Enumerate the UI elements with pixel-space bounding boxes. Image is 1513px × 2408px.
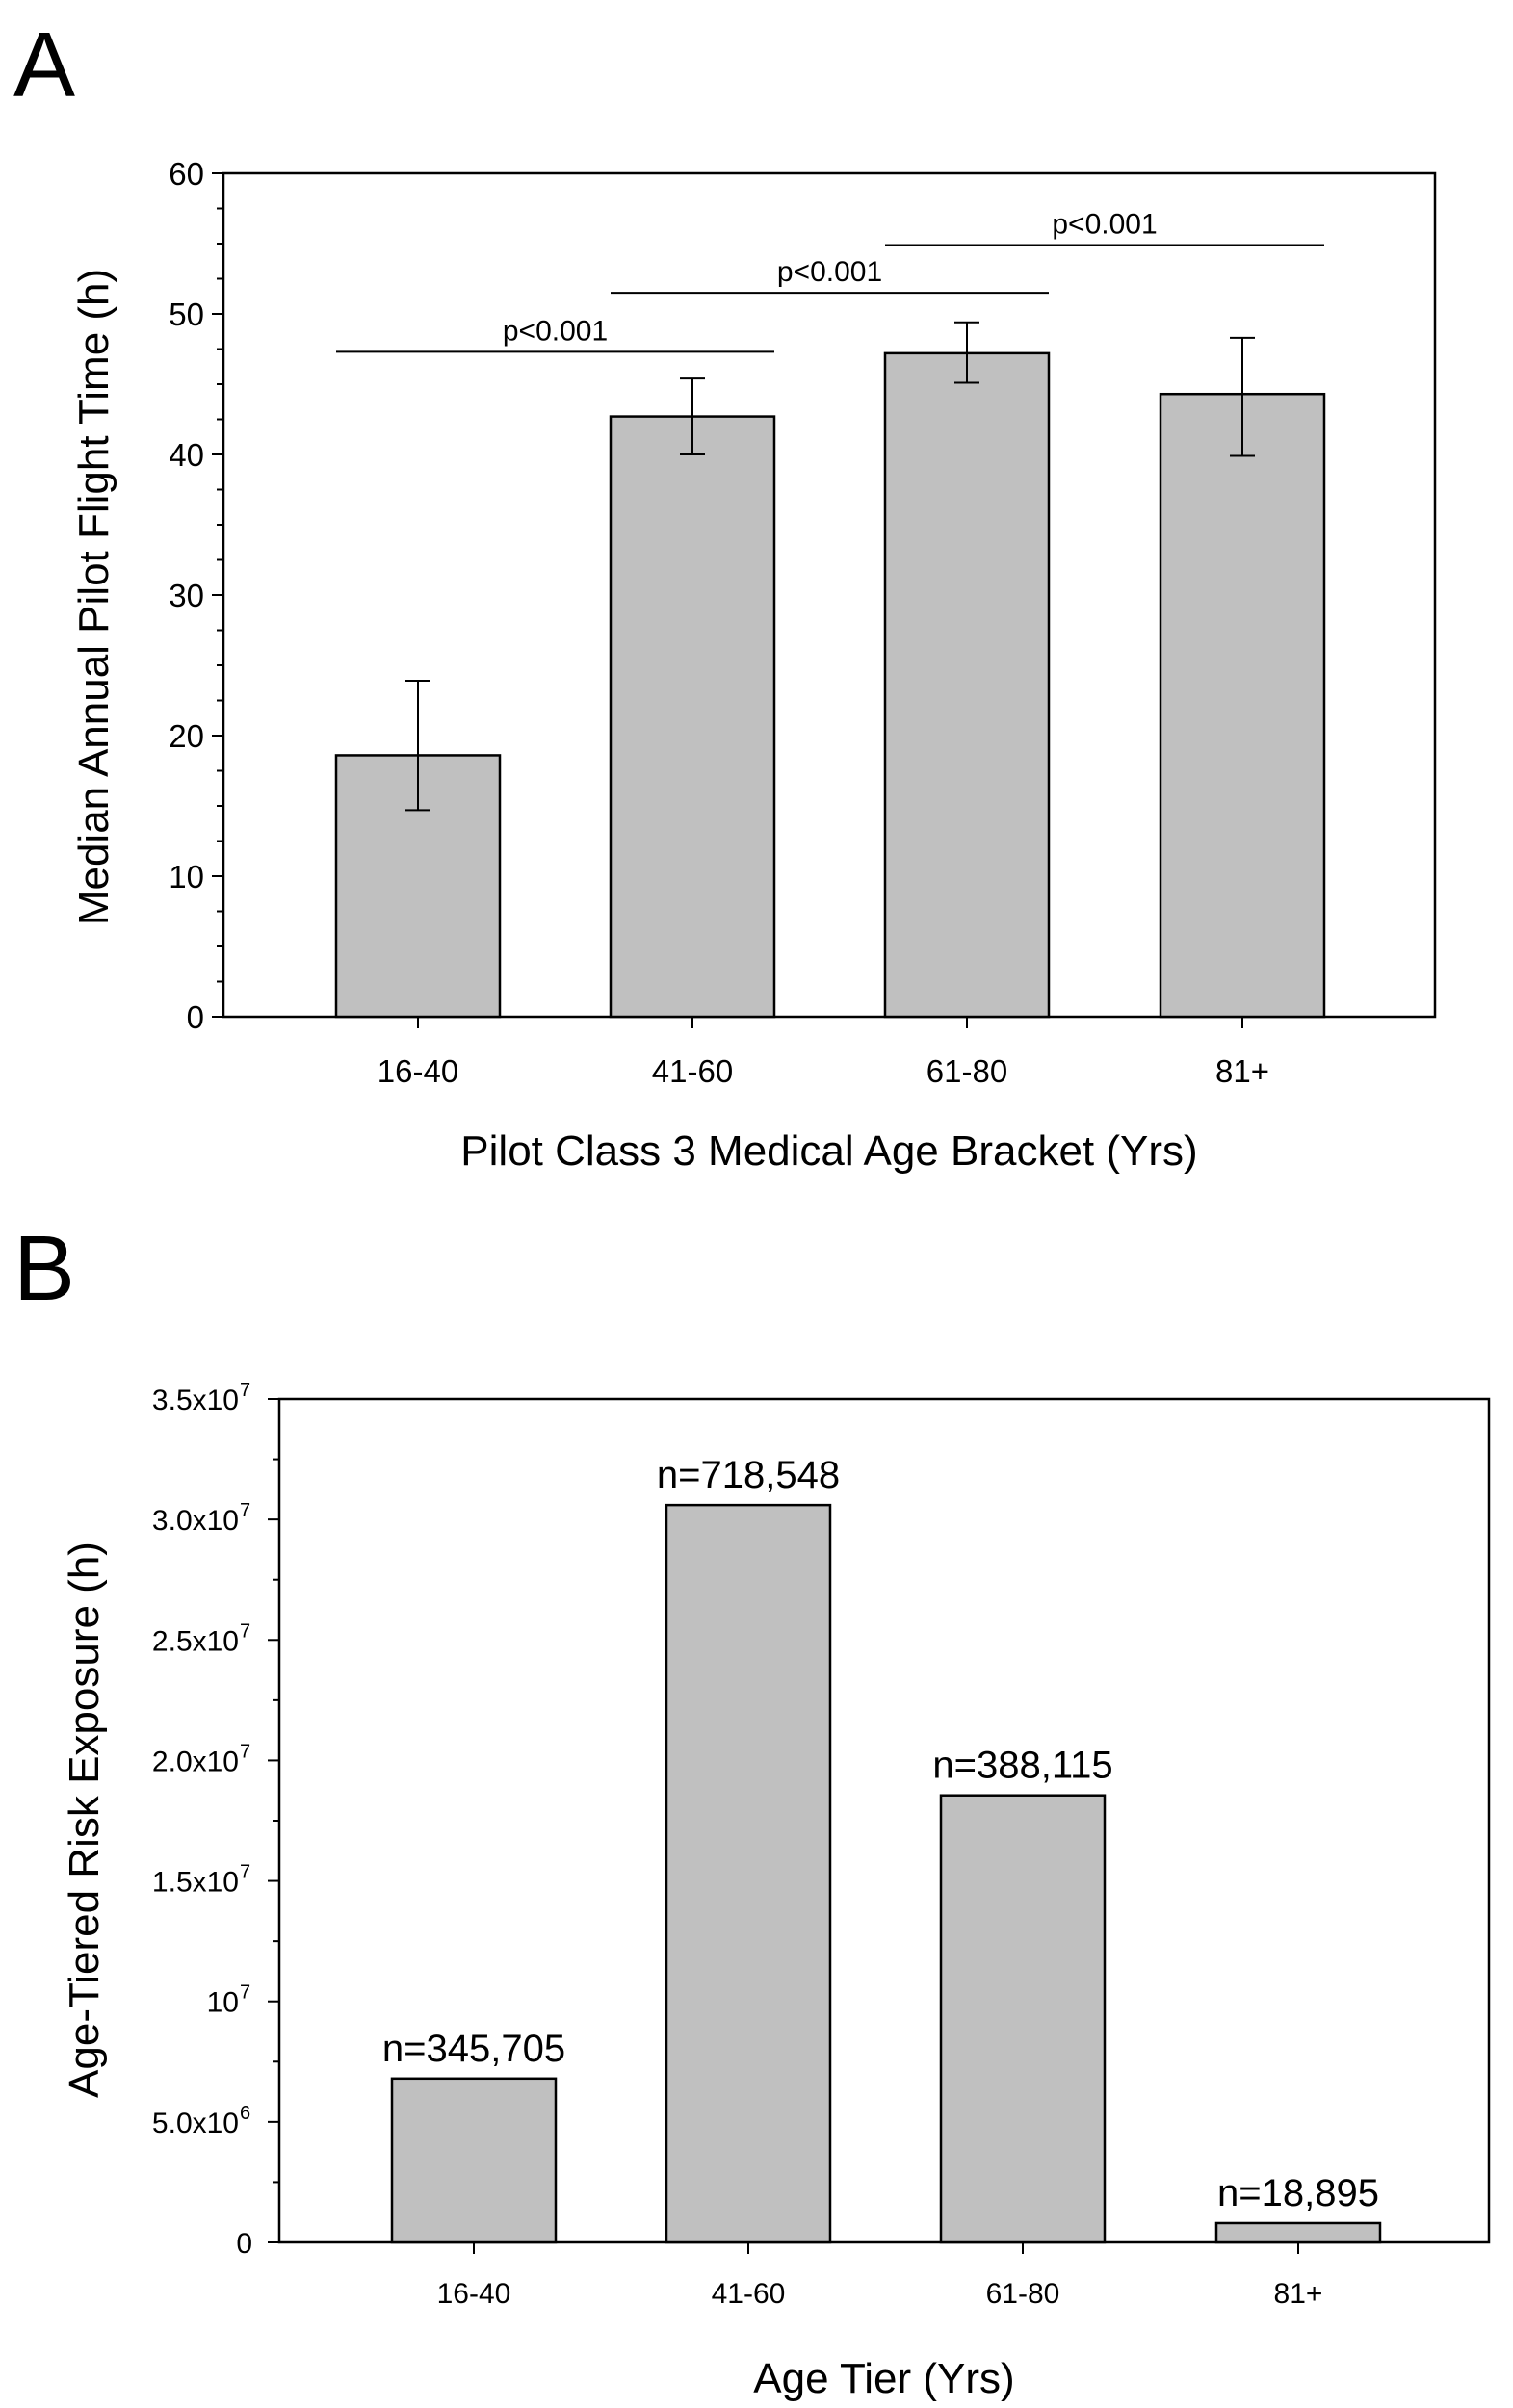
x-axis-b: 16-40 41-60 61-80 81+ [437,2242,1323,2310]
bar-81+ [1214,2221,1382,2244]
bar-16-40 [390,2077,558,2244]
bars-a [334,351,1326,1019]
y-tick-exponent: 6 [240,2103,250,2124]
y-tick-label: 20 [169,718,204,754]
y-tick-label: 40 [169,437,204,473]
x-tick-label: 16-40 [437,2278,511,2310]
y-tick-label: 3.0x10 [152,1505,239,1537]
bar-count-label: n=718,548 [657,1454,840,1496]
y-tick-label: 2.5x10 [152,1625,239,1657]
bar-41-60 [665,1503,832,2244]
y-axis-a: 0 10 20 30 40 50 60 [169,156,223,1035]
error-bars-a [405,321,1255,812]
significance-brackets: p<0.001 p<0.001 p<0.001 [336,208,1324,353]
x-tick-label: 61-80 [926,1053,1007,1089]
bar-count-label: n=345,705 [382,2028,565,2070]
bar-count-labels: n=345,705 n=718,548 n=388,115 n=18,895 [382,1454,1379,2214]
bar-count-label: n=388,115 [932,1745,1112,1787]
y-tick-label: 60 [169,156,204,192]
x-tick-label: 16-40 [378,1053,458,1089]
y-axis-title-b: Age-Tiered Risk Exposure (h) [61,1541,108,2098]
x-tick-label: 81+ [1215,1053,1269,1089]
significance-label: p<0.001 [503,315,608,347]
y-axis-b: 05.0x10 610 71.5x10 72.0x10 72.5x10 73.0x10 73… [152,1380,279,2260]
y-tick-exponent: 7 [240,1620,250,1642]
y-tick-label: 3.5x10 [152,1385,239,1416]
x-axis-a: 16-40 41-60 61-80 81+ [378,1017,1269,1089]
bar-41-60 [609,415,776,1019]
y-axis-title-a: Median Annual Pilot Flight Time (h) [70,269,117,925]
y-tick-label: 10 [169,859,204,894]
x-tick-label: 61-80 [986,2278,1060,2310]
bars-b [390,1503,1382,2244]
chart-panel-a: A 0 10 20 30 40 50 60 p<0.001 p<0.001 p<0.001 16… [13,13,1437,1175]
x-tick-label: 41-60 [712,2278,786,2310]
y-tick-exponent: 7 [240,1380,250,1401]
y-tick-exponent: 7 [240,1862,250,1883]
y-tick-exponent: 7 [240,1741,250,1762]
y-tick-label: 30 [169,578,204,613]
x-axis-title-b: Age Tier (Yrs) [753,2355,1014,2402]
x-tick-label: 81+ [1274,2278,1323,2310]
significance-label: p<0.001 [1052,208,1157,240]
bar-61-80 [883,351,1051,1019]
panel-label-a: A [13,13,75,117]
y-tick-label: 10 [207,1987,239,2019]
y-tick-label: 0 [236,2228,252,2260]
y-tick-label: 1.5x10 [152,1867,239,1899]
chart-panel-b: B 05.0x10 610 71.5x10 72.0x10 72.5x10 73.0x10… [13,1217,1491,2402]
y-tick-label: 2.0x10 [152,1746,239,1777]
bar-count-label: n=18,895 [1217,2172,1379,2214]
y-tick-exponent: 7 [240,1982,250,2004]
x-tick-label: 41-60 [652,1053,733,1089]
significance-label: p<0.001 [777,256,882,288]
bar-61-80 [939,1794,1107,2244]
y-tick-label: 50 [169,297,204,332]
x-axis-title-a: Pilot Class 3 Medical Age Bracket (Yrs) [460,1127,1197,1175]
panel-label-b: B [13,1217,75,1320]
y-tick-label: 0 [187,999,204,1035]
bar-81+ [1159,392,1326,1019]
y-tick-label: 5.0x10 [152,2108,239,2139]
y-tick-exponent: 7 [240,1500,250,1521]
